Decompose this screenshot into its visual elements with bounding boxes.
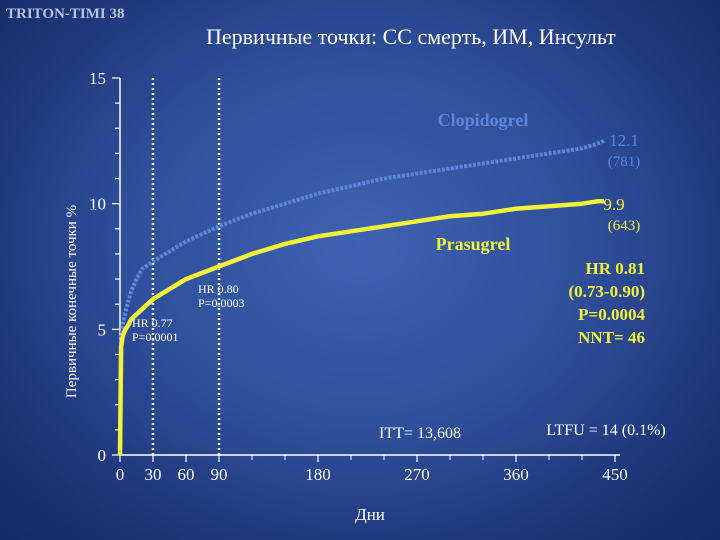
series-layer: [117, 138, 605, 456]
clopidogrel-end-count: (781): [608, 154, 641, 170]
prasugrel-label: Prasugrel: [436, 234, 511, 254]
y-axis-title: Первичные конечные точки %: [64, 205, 80, 398]
hr-30-pvalue: P=0.0001: [132, 330, 178, 344]
x-tick-label: 0: [116, 465, 125, 484]
x-tick-label: 180: [305, 465, 331, 484]
x-tick-label: 450: [602, 465, 628, 484]
y-tick-label: 10: [89, 195, 106, 214]
study-name: TRITON-TIMI 38: [6, 6, 125, 22]
prasugrel-end-value: 9.9: [603, 195, 624, 214]
x-tick-label: 360: [503, 465, 529, 484]
ltfu-label: LTFU = 14 (0.1%): [546, 422, 666, 439]
x-tick-label: 30: [145, 465, 162, 484]
x-tick-label: 60: [178, 465, 195, 484]
x-tick-label: 270: [404, 465, 430, 484]
reference-lines: [151, 78, 221, 455]
x-axis-title: Дни: [355, 505, 385, 524]
series-line-prasugrel: [117, 198, 604, 456]
hr-90-label: HR 0.80: [198, 282, 239, 296]
hr-90-pvalue: P=0.0003: [198, 296, 244, 310]
y-tick-label: 15: [89, 69, 106, 88]
y-tick-label: 5: [98, 320, 107, 339]
hr-overall-line: HR 0.81: [586, 259, 646, 278]
hr-overall-line: NNT= 46: [578, 328, 645, 347]
annotation-layer: 12.1 (781) 9.9 (643) Clopidogrel Prasugrel HR …: [132, 110, 666, 442]
y-tick-label: 0: [98, 446, 107, 465]
hr-30-label: HR 0.77: [132, 316, 173, 330]
chart-title: Первичные точки: СС смерть, ИМ, Инсульт: [206, 24, 616, 49]
axes: 0 5 10 15 0 30 60 90 180 270 360 450 Дни Первичные ко…: [64, 69, 628, 524]
clopidogrel-end-value: 12.1: [609, 131, 639, 150]
x-tick-label: 90: [211, 465, 228, 484]
clopidogrel-label: Clopidogrel: [438, 110, 529, 130]
prasugrel-end-count: (643): [608, 218, 641, 234]
itt-label: ITT= 13,608: [379, 425, 461, 442]
hr-overall-line: (0.73-0.90): [569, 282, 645, 301]
hr-overall-line: P=0.0004: [578, 305, 645, 324]
series-line-clopidogrel: [118, 138, 605, 456]
